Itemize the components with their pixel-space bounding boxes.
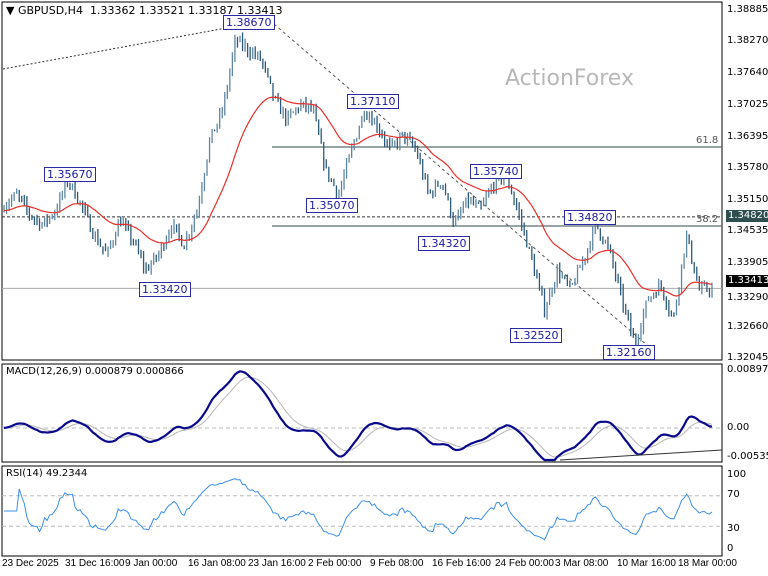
price-tick: 1.35780 bbox=[727, 161, 768, 173]
macd-tick: -0.005356 bbox=[727, 451, 768, 462]
macd-panel-frame bbox=[1, 363, 723, 463]
time-tick: 23 Jan 16:00 bbox=[248, 558, 306, 569]
rsi-tick: 0 bbox=[727, 543, 734, 554]
macd-trend-line bbox=[559, 449, 723, 461]
current-price-tag: 1.33413 bbox=[726, 275, 768, 287]
moving-average-line bbox=[3, 96, 713, 297]
price-tick: 1.38885 bbox=[727, 4, 768, 15]
macd-tick: 0.00 bbox=[727, 422, 750, 433]
time-tick: 24 Feb 00:00 bbox=[495, 558, 554, 569]
ohlc-low: 1.33187 bbox=[187, 4, 234, 17]
price-tick: 1.33290 bbox=[727, 291, 768, 303]
swing-label: 1.32520 bbox=[510, 328, 562, 343]
macd-label: MACD(12,26,9) 0.000879 0.000866 bbox=[6, 366, 184, 377]
price-tick: 1.33905 bbox=[727, 257, 768, 269]
time-tick: 2 Feb 00:00 bbox=[308, 558, 362, 569]
price-tick: 1.35150 bbox=[727, 194, 768, 206]
rsi-tick: 30 bbox=[727, 523, 740, 534]
time-tick: 16 Feb 16:00 bbox=[432, 558, 491, 569]
fib-label-618: 61.8 bbox=[696, 135, 719, 146]
price-tick: 1.37025 bbox=[727, 98, 768, 110]
swing-label: 1.38670 bbox=[223, 15, 275, 30]
macd-tick: 0.008972 bbox=[727, 364, 768, 375]
price-tick: 1.38270 bbox=[727, 35, 768, 47]
ohlc-open: 1.33362 bbox=[89, 4, 136, 17]
macd-signal-line bbox=[3, 376, 713, 458]
ohlc-close: 1.33413 bbox=[236, 4, 283, 17]
chart-title: ▼ GBPUSD,H4 1.33362 1.33521 1.33187 1.33… bbox=[6, 4, 283, 17]
price-tick: 1.32045 bbox=[727, 352, 768, 363]
macd-line bbox=[3, 370, 713, 462]
price-tick: 1.32660 bbox=[727, 320, 768, 332]
trend-line bbox=[2, 19, 271, 70]
symbol: GBPUSD,H4 bbox=[17, 4, 83, 17]
watermark: ActionForex bbox=[505, 66, 634, 91]
swing-label: 1.34320 bbox=[418, 236, 470, 251]
swing-label: 1.35740 bbox=[470, 164, 522, 179]
time-tick: 31 Dec 16:00 bbox=[65, 558, 125, 569]
swing-label: 1.34820 bbox=[564, 210, 616, 225]
swing-label: 1.32160 bbox=[603, 345, 655, 360]
ohlc-high: 1.33521 bbox=[138, 4, 185, 17]
fib-label-382: 38.2 bbox=[696, 214, 719, 225]
price-tick: 1.34535 bbox=[727, 225, 768, 237]
time-tick: 10 Mar 16:00 bbox=[617, 558, 676, 569]
swing-label: 1.33420 bbox=[139, 282, 191, 297]
time-tick: 16 Jan 08:00 bbox=[188, 558, 246, 569]
time-tick: 18 Mar 00:00 bbox=[678, 558, 737, 569]
swing-label: 1.37110 bbox=[347, 94, 399, 109]
rsi-panel-frame bbox=[1, 465, 723, 557]
price-tick: 1.36395 bbox=[727, 130, 768, 142]
time-tick: 23 Dec 2025 bbox=[2, 558, 59, 569]
rsi-line bbox=[4, 478, 713, 541]
price-tick: 1.37640 bbox=[727, 67, 768, 79]
time-tick: 3 Mar 08:00 bbox=[555, 558, 609, 569]
swing-label: 1.35670 bbox=[44, 167, 96, 182]
rsi-tick: 100 bbox=[727, 469, 747, 480]
swing-label: 1.35070 bbox=[306, 198, 358, 213]
level-price-tag: 1.34820 bbox=[726, 210, 768, 222]
rsi-label: RSI(14) 49.2344 bbox=[6, 468, 88, 479]
time-tick: 9 Feb 08:00 bbox=[370, 558, 424, 569]
price-panel-frame bbox=[1, 1, 723, 361]
time-tick: 9 Jan 00:00 bbox=[125, 558, 178, 569]
rsi-tick: 70 bbox=[727, 489, 740, 500]
